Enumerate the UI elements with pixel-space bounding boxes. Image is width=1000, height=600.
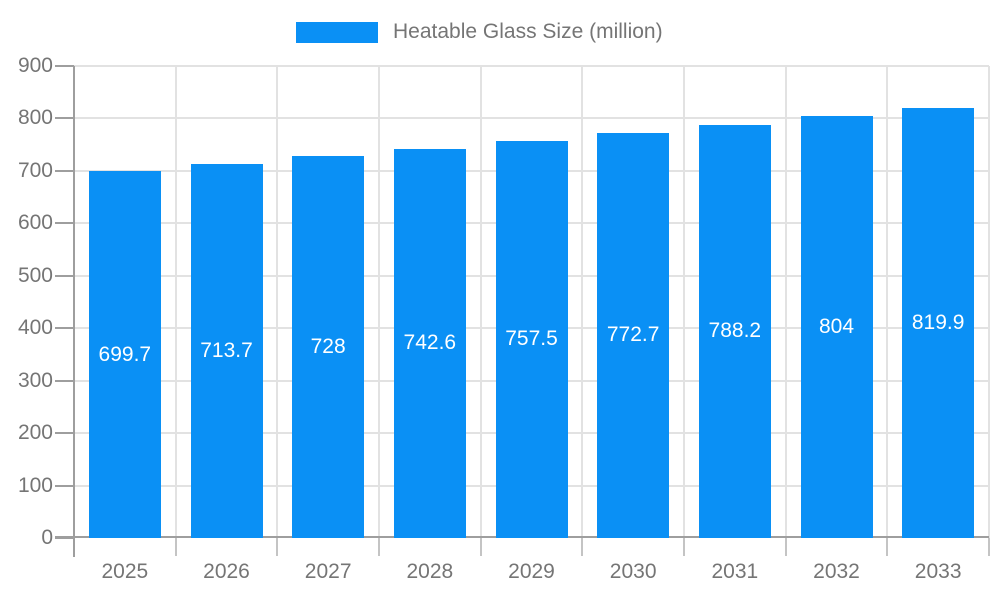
bar-value-label-2025: 699.7 [98,342,152,366]
x-axis-label-2033: 2033 [914,560,962,583]
x-tick-3 [378,538,380,556]
x-tick-6 [683,538,685,556]
bar-2027[interactable] [292,156,365,538]
legend[interactable]: Heatable Glass Size (million) [296,20,663,43]
x-axis-label-2031: 2031 [711,560,759,583]
bar-2032[interactable] [800,116,873,538]
x-axis-label-2029: 2029 [508,560,555,583]
bar-value-label-2033: 819.9 [911,311,965,334]
bar-2033[interactable] [902,108,975,538]
x-tick-9 [988,538,990,556]
x-tick-8 [886,538,888,556]
gridline-y-900 [74,65,989,67]
x-axis-label-2025: 2025 [101,560,149,583]
bar-value-label-2032: 804 [818,315,855,339]
y-axis-label-200: 200 [17,421,53,445]
bar-value-label-2027: 728 [310,335,346,359]
y-axis-label-900: 900 [17,54,53,77]
y-axis-label-800: 800 [17,106,53,130]
bar-2030[interactable] [597,132,670,538]
y-tick-400 [55,327,74,330]
y-axis-label-100: 100 [17,473,53,497]
bar-2025[interactable] [88,171,161,538]
y-tick-0 [55,537,74,539]
gridline-x-6 [683,66,685,538]
x-axis-label-2026: 2026 [203,560,250,583]
y-tick-600 [55,222,74,225]
y-tick-500 [55,274,74,277]
gridline-y-800 [74,117,989,120]
legend-label: Heatable Glass Size (million) [393,20,663,43]
bar-2026[interactable] [190,163,263,538]
bar-value-label-2026: 713.7 [200,338,253,362]
bar-2031[interactable] [698,124,771,538]
x-axis-label-2032: 2032 [813,560,860,583]
y-tick-100 [55,484,74,487]
y-axis-label-0: 0 [41,526,53,549]
y-tick-300 [55,379,74,382]
bar-value-label-2029: 757.5 [505,327,558,351]
gridline-x-3 [378,66,380,538]
y-axis-label-300: 300 [17,368,53,392]
plot-area: 0 100 200 300 400 500 600 700 800 900 699.7 2025 713… [18,55,990,583]
gridline-x-4 [480,66,482,538]
legend-swatch [296,21,378,43]
y-tick-800 [55,117,74,120]
y-axis-label-700: 700 [17,158,53,182]
gridline-x-5 [581,66,583,538]
bar-value-label-2031: 788.2 [708,319,762,343]
x-tick-1 [175,538,177,556]
bar-value-label-2028: 742.6 [403,331,457,355]
x-tick-2 [276,538,278,556]
gridline-x-7 [785,66,787,538]
y-axis-label-600: 600 [17,211,53,235]
bar-value-label-2030: 772.7 [606,323,660,347]
y-axis-line [73,66,75,557]
x-tick-5 [581,538,583,556]
gridline-x-2 [276,66,278,538]
x-axis-label-2027: 2027 [304,560,352,583]
x-axis-label-2028: 2028 [406,560,454,583]
y-tick-900 [55,65,74,67]
bar-2028[interactable] [393,148,466,538]
gridline-x-1 [175,66,177,538]
gridline-x-8 [886,66,888,538]
x-tick-4 [480,538,482,556]
y-axis-label-500: 500 [17,263,53,287]
gridline-x-9 [988,66,990,538]
x-tick-7 [785,538,787,556]
x-axis-label-2030: 2030 [609,560,657,583]
y-tick-200 [55,432,74,435]
y-tick-700 [55,169,74,172]
y-axis-label-400: 400 [17,316,53,340]
bar-2029[interactable] [495,140,568,538]
